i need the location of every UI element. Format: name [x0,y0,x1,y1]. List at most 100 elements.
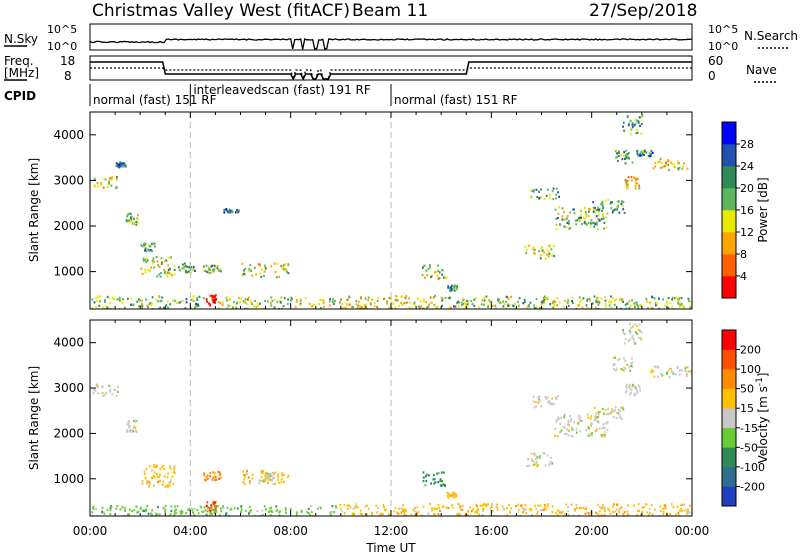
range-gate-cell [606,212,609,215]
range-gate-cell [358,300,360,303]
range-gate-cell [214,297,216,300]
range-gate-cell [333,302,335,305]
range-gate-cell [526,248,528,251]
range-gate-cell [548,400,551,403]
range-gate-cell [538,398,541,401]
range-gate-cell [436,472,438,475]
range-gate-cell [643,153,645,156]
range-gate-cell [162,480,165,483]
range-gate-cell [517,503,519,506]
range-gate-cell [455,285,457,288]
range-gate-cell [460,508,463,512]
range-gate-cell [528,464,530,467]
range-gate-cell [242,473,245,476]
range-gate-cell [577,422,580,425]
range-gate-cell [448,297,451,300]
range-gate-cell [648,155,650,158]
range-gate-cell [386,302,389,305]
range-gate-cell [188,266,191,269]
range-gate-cell [541,300,544,303]
range-gate-cell [278,307,280,309]
range-gate-cell [132,303,135,306]
range-gate-cell [449,306,452,309]
range-gate-cell [586,511,588,514]
range-gate-cell [384,508,386,511]
range-gate-cell [439,479,442,482]
range-gate-cell [557,416,560,419]
range-gate-cell [271,299,274,302]
range-gate-cell [558,301,561,304]
range-gate-cell [631,336,634,339]
range-gate-cell [322,299,325,302]
range-gate-cell [96,185,99,188]
range-gate-cell [142,259,145,262]
range-gate-cell [597,513,600,516]
range-gate-cell [136,511,138,514]
range-gate-cell [607,413,609,416]
range-gate-cell [578,296,581,299]
range-gate-cell [179,511,182,514]
range-gate-cell [557,514,559,516]
range-gate-cell [634,187,637,190]
range-gate-cell [153,242,156,245]
range-gate-cell [329,297,331,300]
range-gate-cell [622,369,625,372]
range-gate-cell [166,271,169,274]
range-gate-cell [219,507,222,510]
range-gate-cell [434,481,437,484]
range-gate-cell [670,503,673,506]
range-gate-cell [602,423,605,426]
range-gate-cell [634,185,637,188]
range-gate-cell [481,514,484,516]
range-gate-cell [683,307,686,309]
range-gate-cell [274,270,277,274]
range-gate-cell [398,304,400,307]
range-gate-cell [226,307,229,309]
range-gate-cell [557,212,560,215]
range-gate-cell [637,304,640,308]
range-gate-cell [247,307,250,309]
range-gate-cell [170,256,172,259]
range-gate-cell [451,289,454,292]
range-gate-cell [542,296,545,299]
range-gate-cell [621,298,623,301]
range-gate-cell [264,474,267,477]
range-gate-cell [133,509,136,512]
range-gate-cell [239,301,241,304]
range-gate-cell [467,514,469,516]
range-gate-cell [101,506,104,509]
range-gate-cell [179,300,182,303]
range-gate-cell [482,503,485,506]
range-gate-cell [346,504,349,507]
range-gate-cell [552,245,555,248]
range-gate-cell [108,182,110,185]
range-gate-cell [618,510,620,513]
range-gate-cell [160,272,162,275]
range-gate-cell [248,505,251,509]
range-gate-cell [266,472,269,475]
range-gate-cell [169,272,172,275]
range-gate-cell [558,417,560,421]
range-gate-cell [233,301,235,304]
range-gate-cell [137,214,139,217]
range-gate-cell [159,468,161,471]
range-gate-cell [530,189,533,192]
range-gate-cell [478,306,480,309]
range-gate-cell [131,222,134,225]
range-gate-cell [282,268,285,271]
range-gate-cell [417,305,420,308]
range-gate-cell [640,331,643,334]
range-gate-cell [603,296,606,299]
range-gate-cell [545,194,548,197]
range-gate-cell [213,511,216,514]
range-gate-cell [248,512,250,515]
range-gate-cell [148,249,150,252]
range-gate-cell [144,258,147,261]
range-gate-cell [615,298,618,301]
range-gate-cell [622,125,624,128]
range-gate-cell [100,183,103,186]
range-gate-cell [356,307,359,309]
range-gate-cell [274,482,276,485]
range-gate-cell [225,208,228,211]
range-gate-cell [244,298,247,301]
